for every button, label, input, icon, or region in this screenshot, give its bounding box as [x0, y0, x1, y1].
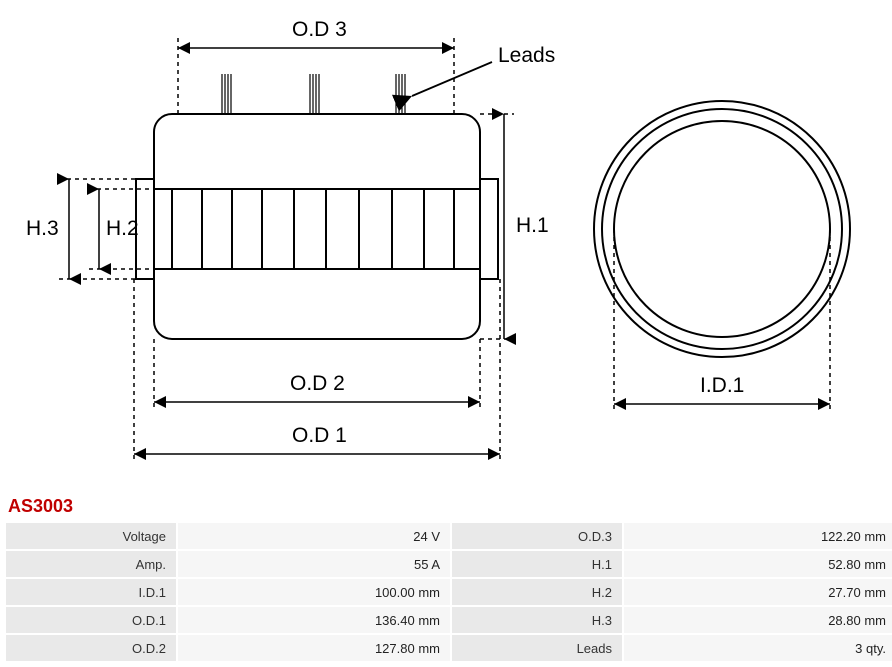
- spec-val: 52.80 mm: [624, 551, 892, 577]
- spec-table: Voltage 24 V O.D.3 122.20 mm Amp. 55 A H…: [4, 521, 892, 663]
- spec-key: Leads: [452, 635, 622, 661]
- label-h3: H.3: [26, 217, 59, 241]
- spec-val: 127.80 mm: [178, 635, 450, 661]
- spec-key: H.2: [452, 579, 622, 605]
- diagram-area: O.D 3 Leads H.1 H.2 H.3 O.D 2 O.D 1 I.D.…: [4, 4, 888, 494]
- spec-key: O.D.2: [6, 635, 176, 661]
- label-od2: O.D 2: [290, 372, 345, 396]
- spec-val: 24 V: [178, 523, 450, 549]
- spec-key: O.D.3: [452, 523, 622, 549]
- table-row: Voltage 24 V O.D.3 122.20 mm: [6, 523, 892, 549]
- label-h2: H.2: [106, 217, 139, 241]
- spec-val: 3 qty.: [624, 635, 892, 661]
- spec-val: 136.40 mm: [178, 607, 450, 633]
- spec-key: O.D.1: [6, 607, 176, 633]
- table-row: I.D.1 100.00 mm H.2 27.70 mm: [6, 579, 892, 605]
- label-od3: O.D 3: [292, 18, 347, 42]
- label-leads: Leads: [498, 44, 555, 68]
- spec-key: Amp.: [6, 551, 176, 577]
- spec-val: 28.80 mm: [624, 607, 892, 633]
- label-id1: I.D.1: [700, 374, 744, 398]
- spec-val: 122.20 mm: [624, 523, 892, 549]
- label-od1: O.D 1: [292, 424, 347, 448]
- spec-val: 100.00 mm: [178, 579, 450, 605]
- spec-key: H.1: [452, 551, 622, 577]
- product-code: AS3003: [8, 496, 888, 517]
- spec-key: I.D.1: [6, 579, 176, 605]
- table-row: O.D.1 136.40 mm H.3 28.80 mm: [6, 607, 892, 633]
- technical-drawing: [4, 4, 888, 494]
- spec-key: H.3: [452, 607, 622, 633]
- spec-key: Voltage: [6, 523, 176, 549]
- table-row: Amp. 55 A H.1 52.80 mm: [6, 551, 892, 577]
- spec-val: 27.70 mm: [624, 579, 892, 605]
- label-h1: H.1: [516, 214, 549, 238]
- table-row: O.D.2 127.80 mm Leads 3 qty.: [6, 635, 892, 661]
- spec-val: 55 A: [178, 551, 450, 577]
